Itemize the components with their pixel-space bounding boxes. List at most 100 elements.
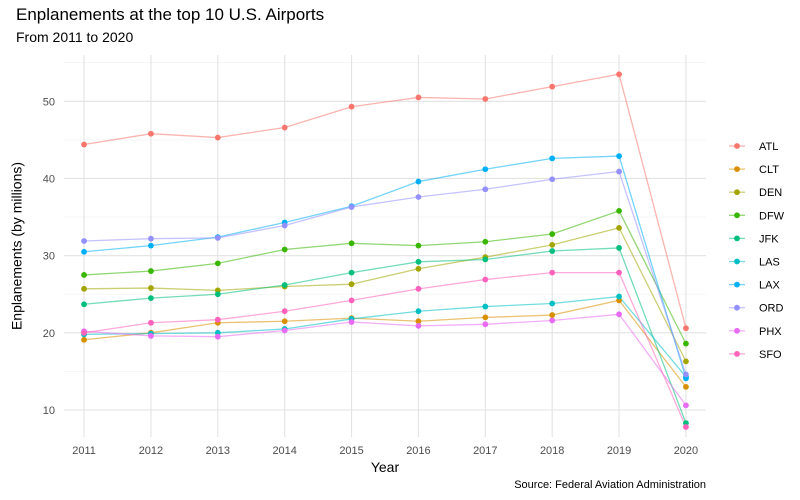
data-point-sfo [81, 329, 87, 336]
data-point-dfw [281, 246, 288, 253]
legend-item-lax: LAX [729, 280, 780, 292]
legend-label: LAS [759, 257, 780, 269]
data-point-atl [214, 134, 221, 141]
chart-title: Enplanements at the top 10 U.S. Airports [16, 5, 325, 24]
data-point-jfk [281, 282, 288, 288]
legend-item-clt: CLT [729, 164, 779, 176]
data-point-jfk [148, 295, 154, 301]
data-point-sfo [683, 424, 689, 430]
data-point-clt [415, 318, 422, 325]
data-point-sfo [148, 319, 154, 326]
data-point-phx [214, 333, 221, 340]
data-points [81, 71, 689, 430]
legend-item-phx: PHX [729, 326, 782, 338]
data-point-sfo [214, 316, 221, 323]
data-point-atl [281, 124, 288, 131]
x-tick-label: 2015 [339, 445, 363, 457]
legend-item-las: LAS [729, 257, 780, 269]
data-point-jfk [415, 258, 422, 265]
series-line-las [84, 295, 687, 378]
data-point-phx [683, 402, 689, 409]
series-line-dfw [84, 210, 687, 344]
x-tick-label: 2014 [272, 445, 296, 457]
data-point-dfw [482, 238, 489, 245]
data-point-den [683, 358, 689, 365]
data-point-atl [482, 96, 489, 102]
data-point-jfk [348, 269, 355, 276]
legend-swatch-point [734, 351, 740, 357]
series-line-sfo [83, 271, 687, 428]
source-caption: Source: Federal Aviation Administration [514, 479, 706, 491]
data-point-jfk [482, 256, 489, 263]
data-point-las [616, 293, 622, 300]
data-point-atl [549, 83, 556, 90]
data-point-dfw [683, 340, 689, 347]
data-point-atl [348, 103, 355, 110]
series-line-jfk [84, 247, 687, 424]
x-axis-ticks: 2011 2012 2013 2014 2015 2016 2017 2018 2019 2020 [72, 445, 698, 457]
legend-item-ord: ORD [729, 303, 784, 315]
data-point-sfo [348, 297, 355, 304]
data-point-atl [683, 325, 689, 332]
data-point-ord [482, 186, 489, 193]
legend-label: PHX [759, 326, 782, 338]
data-point-phx [281, 327, 288, 334]
data-point-sfo [415, 285, 422, 292]
data-point-ord [616, 168, 622, 175]
legend-swatch-point [734, 212, 740, 219]
data-point-lax [482, 166, 489, 173]
data-point-jfk [81, 301, 87, 308]
data-point-atl [616, 71, 622, 78]
data-point-lax [148, 242, 154, 249]
legend-item-atl: ATL [729, 141, 778, 153]
legend-item-sfo: SFO [729, 349, 782, 361]
grid-lines [64, 55, 706, 437]
legend-swatch-point [734, 281, 740, 288]
x-tick-label: 2019 [607, 445, 631, 457]
data-point-atl [415, 94, 422, 101]
legend-label: ORD [759, 303, 784, 315]
series-lines [83, 73, 687, 428]
data-point-ord [348, 204, 355, 210]
data-point-den [81, 285, 87, 292]
data-point-dfw [214, 260, 221, 267]
legend-swatch-point [734, 235, 740, 242]
data-point-dfw [148, 268, 154, 274]
data-point-clt [549, 312, 556, 318]
data-point-dfw [415, 242, 422, 249]
legend-label: SFO [759, 349, 782, 361]
data-point-sfo [482, 276, 489, 283]
data-point-las [482, 303, 489, 310]
series-line-atl [83, 73, 687, 329]
chart-subtitle: From 2011 to 2020 [16, 29, 134, 45]
data-point-den [549, 241, 556, 248]
series-line-den [84, 227, 687, 362]
data-point-lax [81, 248, 87, 255]
legend-item-dfw: DFW [729, 210, 785, 222]
legend-label: DEN [759, 187, 782, 199]
data-point-ord [281, 222, 288, 229]
series-line-phx [84, 313, 687, 406]
legend-label: CLT [759, 164, 779, 176]
data-point-phx [482, 321, 489, 328]
legend-label: LAX [759, 280, 780, 292]
x-tick-label: 2017 [473, 445, 497, 457]
series-line-ord [84, 170, 687, 375]
data-point-jfk [549, 248, 556, 254]
legend-swatch-point [734, 143, 740, 149]
data-point-den [348, 281, 355, 288]
legend-label: JFK [759, 233, 779, 245]
data-point-lax [549, 155, 556, 162]
y-axis-title: Enplanements (by millions) [9, 162, 25, 330]
x-tick-label: 2013 [206, 445, 230, 457]
data-point-phx [148, 333, 154, 339]
legend-swatch-point [734, 258, 740, 265]
data-point-las [549, 300, 556, 307]
data-point-jfk [616, 245, 622, 251]
data-point-ord [81, 238, 87, 244]
data-point-lax [415, 178, 422, 185]
data-point-dfw [616, 207, 622, 214]
data-point-ord [415, 194, 422, 200]
series-line-lax [84, 155, 687, 379]
